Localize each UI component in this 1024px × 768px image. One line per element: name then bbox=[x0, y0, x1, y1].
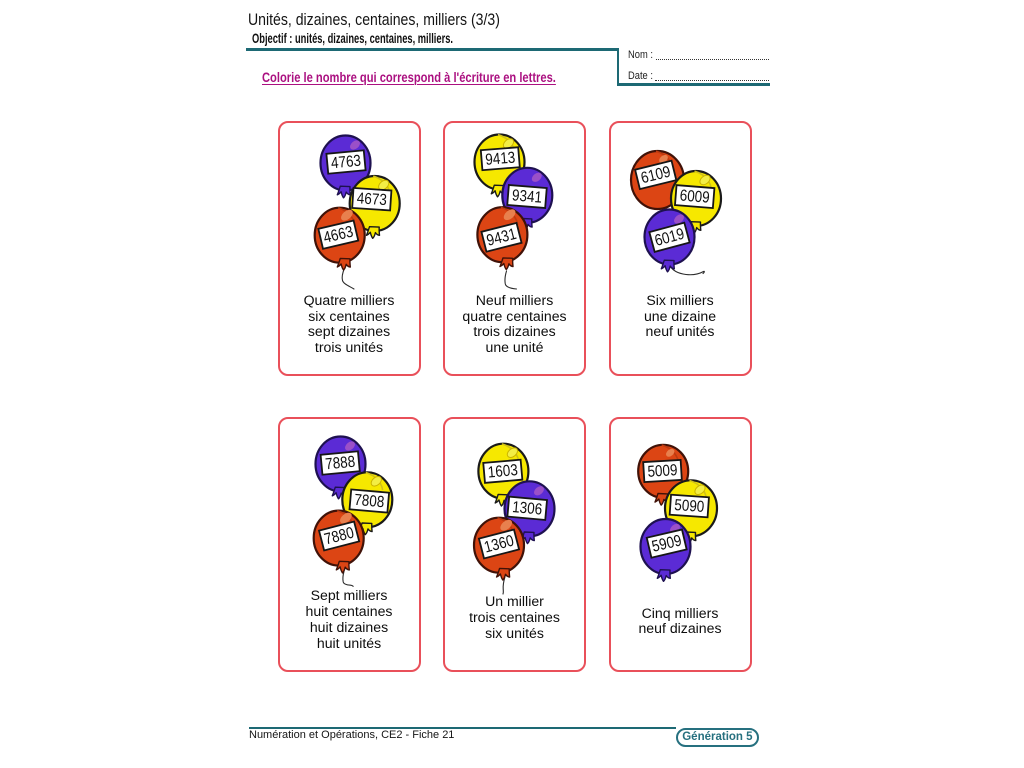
svg-text:6009: 6009 bbox=[679, 187, 710, 206]
svg-text:7880: 7880 bbox=[323, 524, 356, 548]
svg-text:4663: 4663 bbox=[322, 223, 355, 246]
svg-text:9341: 9341 bbox=[511, 187, 542, 206]
svg-text:4763: 4763 bbox=[330, 153, 362, 173]
svg-text:5009: 5009 bbox=[647, 462, 678, 481]
svg-text:1306: 1306 bbox=[511, 499, 542, 519]
svg-text:4673: 4673 bbox=[356, 190, 387, 209]
svg-text:1360: 1360 bbox=[482, 532, 515, 556]
svg-text:7888: 7888 bbox=[325, 454, 357, 474]
svg-text:9413: 9413 bbox=[485, 150, 516, 169]
svg-text:7808: 7808 bbox=[354, 492, 385, 512]
svg-text:1603: 1603 bbox=[487, 462, 518, 482]
svg-text:6109: 6109 bbox=[639, 164, 672, 188]
svg-text:5090: 5090 bbox=[674, 497, 705, 516]
svg-text:5909: 5909 bbox=[650, 532, 683, 555]
svg-text:9431: 9431 bbox=[485, 226, 518, 250]
